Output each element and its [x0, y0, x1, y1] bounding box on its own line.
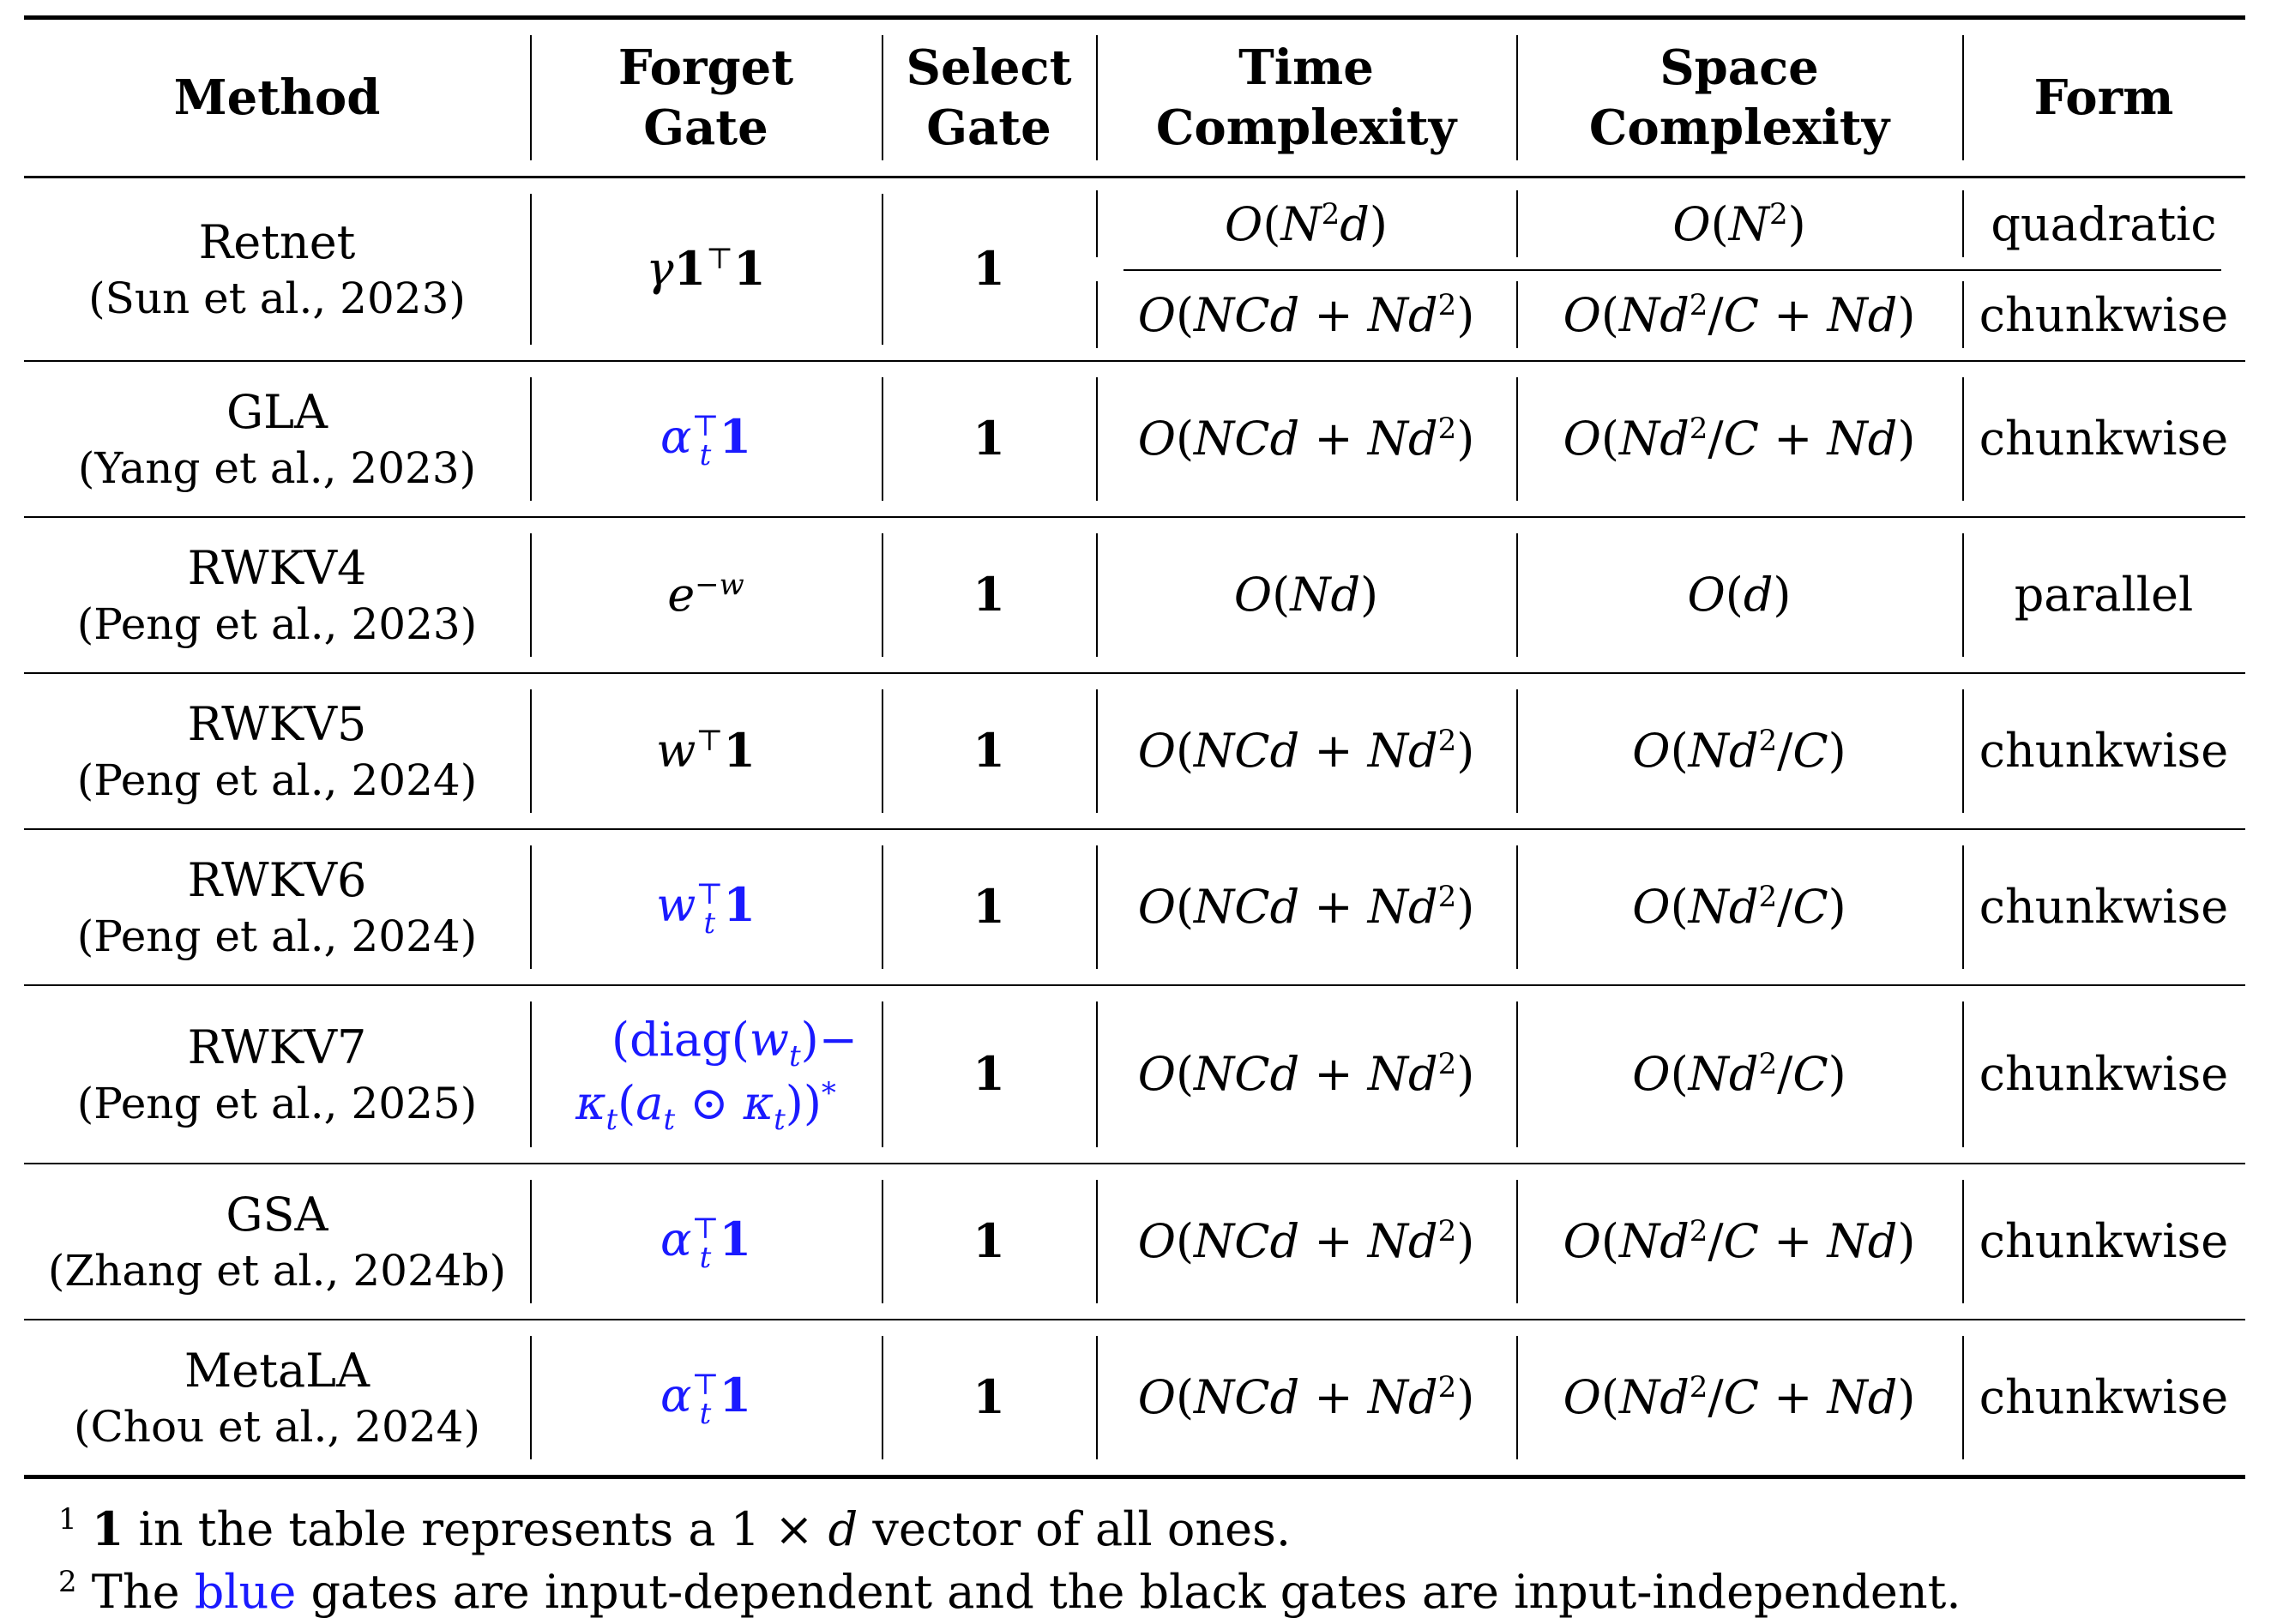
- row-divider: [24, 360, 2245, 362]
- header-space-complexity: Space Complexity: [1516, 20, 1962, 176]
- table-row-rwkv6: RWKV6 (Peng et al., 2024) w ⊤ t 1 1 O(NCd +…: [24, 830, 2245, 984]
- time-complexity-cell: O(NCd + Nd2): [1096, 1164, 1516, 1319]
- table-row-rwkv4: RWKV4 (Peng et al., 2023) e−w 1 O(Nd) O(…: [24, 518, 2245, 672]
- table-row-rwkv5: RWKV5 (Peng et al., 2024) w⊤1 1 O(NCd + …: [24, 674, 2245, 828]
- header-row: Method Forget Gate Select Gate Time Comp…: [24, 20, 2245, 176]
- header-rule: [24, 176, 2245, 178]
- table-row-rwkv7: RWKV7 (Peng et al., 2025) (diag(wt)− κt(…: [24, 986, 2245, 1163]
- form-cell: chunkwise: [1962, 674, 2245, 828]
- retnet-complexity-split: O(N2d) O(N2) quadratic O(NCd + Nd2) O(Nd…: [1096, 178, 2245, 360]
- select-gate-cell: 1: [882, 986, 1096, 1163]
- method-cell: GLA (Yang et al., 2023): [77, 385, 477, 493]
- row-divider: [24, 672, 2245, 674]
- forget-gate-cell: γ1⊤1: [530, 178, 882, 360]
- forget-gate-cell: (diag(wt)− κt(at ⊙ κt))*: [530, 986, 882, 1163]
- method-cell: GSA (Zhang et al., 2024b): [47, 1188, 507, 1296]
- time-chunkwise: O(NCd + Nd2): [1096, 269, 1516, 360]
- retnet-chunkwise-row: O(NCd + Nd2) O(Nd2/C + Nd) chunkwise: [1096, 269, 2245, 360]
- method-cell: MetaLA (Chou et al., 2024): [74, 1344, 480, 1452]
- space-complexity-cell: O(Nd2/C + Nd): [1516, 1164, 1962, 1319]
- space-complexity-cell: O(Nd2/C): [1516, 674, 1962, 828]
- method-cell: RWKV4 (Peng et al., 2023): [76, 541, 478, 649]
- space-chunkwise: O(Nd2/C + Nd): [1516, 269, 1962, 360]
- form-cell: parallel: [1962, 518, 2245, 672]
- form-cell: chunkwise: [1962, 986, 2245, 1163]
- row-divider: [24, 984, 2245, 986]
- select-gate-cell: 1: [882, 518, 1096, 672]
- space-complexity-cell: O(Nd2/C + Nd): [1516, 1320, 1962, 1475]
- method-cell: RWKV7 (Peng et al., 2025): [76, 1020, 478, 1128]
- footnote-2: 2 The blue gates are input-dependent and…: [58, 1564, 1961, 1619]
- space-complexity-cell: O(Nd2/C + Nd): [1516, 362, 1962, 516]
- select-gate-cell: 1: [882, 674, 1096, 828]
- time-complexity-cell: O(Nd): [1096, 518, 1516, 672]
- form-cell: chunkwise: [1962, 1320, 2245, 1475]
- select-gate-cell: 1: [882, 830, 1096, 984]
- header-time-complexity: Time Complexity: [1096, 20, 1516, 176]
- time-complexity-cell: O(NCd + Nd2): [1096, 830, 1516, 984]
- method-cell: RWKV5 (Peng et al., 2024): [76, 697, 478, 805]
- select-gate-cell: 1: [882, 362, 1096, 516]
- row-divider: [24, 828, 2245, 830]
- bottom-rule: [24, 1475, 2245, 1479]
- top-rule: [24, 15, 2245, 20]
- space-complexity-cell: O(Nd2/C): [1516, 830, 1962, 984]
- header-forget-gate: Forget Gate: [530, 20, 882, 176]
- method-cell: RWKV6 (Peng et al., 2024): [76, 853, 478, 961]
- row-divider: [24, 516, 2245, 518]
- form-cell: chunkwise: [1962, 362, 2245, 516]
- form-cell: chunkwise: [1962, 1164, 2245, 1319]
- header-form: Form: [1962, 20, 2245, 176]
- complexity-table: Method Forget Gate Select Gate Time Comp…: [24, 15, 2245, 1624]
- table-row-gsa: GSA (Zhang et al., 2024b) α ⊤ t 1 1 O(NCd +…: [24, 1164, 2245, 1319]
- forget-gate-cell: α ⊤ t 1: [530, 1164, 882, 1319]
- forget-gate-cell: α ⊤ t 1: [530, 1320, 882, 1475]
- time-complexity-cell: O(NCd + Nd2): [1096, 1320, 1516, 1475]
- form-cell: chunkwise: [1962, 830, 2245, 984]
- row-divider: [24, 1163, 2245, 1164]
- method-cell: Retnet (Sun et al., 2023): [88, 215, 466, 323]
- space-quadratic: O(N2): [1516, 178, 1962, 269]
- form-quadratic: quadratic: [1962, 178, 2245, 269]
- table-row-retnet: Retnet (Sun et al., 2023) γ1⊤1 1 O(N2d) …: [24, 178, 2245, 360]
- form-chunkwise: chunkwise: [1962, 269, 2245, 360]
- space-complexity-cell: O(d): [1516, 518, 1962, 672]
- forget-gate-cell: w ⊤ t 1: [530, 830, 882, 984]
- footnote-1: 1 1 in the table represents a 1 × d vect…: [58, 1501, 1291, 1556]
- footnotes: 1 1 in the table represents a 1 × d vect…: [24, 1498, 2245, 1624]
- time-complexity-cell: O(NCd + Nd2): [1096, 986, 1516, 1163]
- forget-gate-cell: α ⊤ t 1: [530, 362, 882, 516]
- header-select-gate: Select Gate: [882, 20, 1096, 176]
- select-gate-cell: 1: [882, 178, 1096, 360]
- split-divider: [1123, 269, 2221, 271]
- row-divider: [24, 1319, 2245, 1320]
- space-complexity-cell: O(Nd2/C): [1516, 986, 1962, 1163]
- time-complexity-cell: O(NCd + Nd2): [1096, 362, 1516, 516]
- forget-gate-cell: e−w: [530, 518, 882, 672]
- forget-gate-cell: w⊤1: [530, 674, 882, 828]
- select-gate-cell: 1: [882, 1320, 1096, 1475]
- header-method: Method: [173, 69, 381, 126]
- select-gate-cell: 1: [882, 1164, 1096, 1319]
- table-row-metala: MetaLA (Chou et al., 2024) α ⊤ t 1 1 O(NCd …: [24, 1320, 2245, 1475]
- table-row-gla: GLA (Yang et al., 2023) α ⊤ t 1 1 O(NCd + N…: [24, 362, 2245, 516]
- retnet-quadratic-row: O(N2d) O(N2) quadratic: [1096, 178, 2245, 269]
- time-complexity-cell: O(NCd + Nd2): [1096, 674, 1516, 828]
- time-quadratic: O(N2d): [1096, 178, 1516, 269]
